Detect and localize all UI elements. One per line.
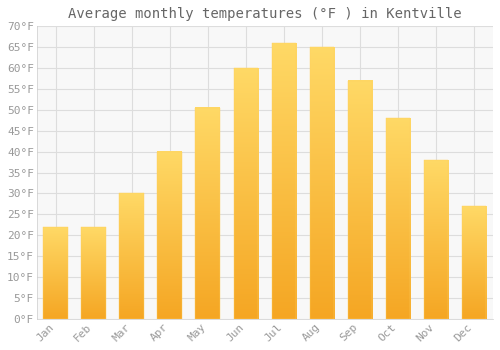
Bar: [386, 118, 410, 319]
Bar: [44, 227, 68, 319]
Bar: [310, 47, 334, 319]
Title: Average monthly temperatures (°F ) in Kentville: Average monthly temperatures (°F ) in Ke…: [68, 7, 462, 21]
Bar: [348, 80, 372, 319]
Bar: [120, 194, 144, 319]
Bar: [272, 43, 296, 319]
Bar: [234, 68, 258, 319]
Bar: [196, 108, 220, 319]
Bar: [158, 152, 182, 319]
Bar: [82, 227, 106, 319]
Bar: [424, 160, 448, 319]
Bar: [462, 206, 486, 319]
